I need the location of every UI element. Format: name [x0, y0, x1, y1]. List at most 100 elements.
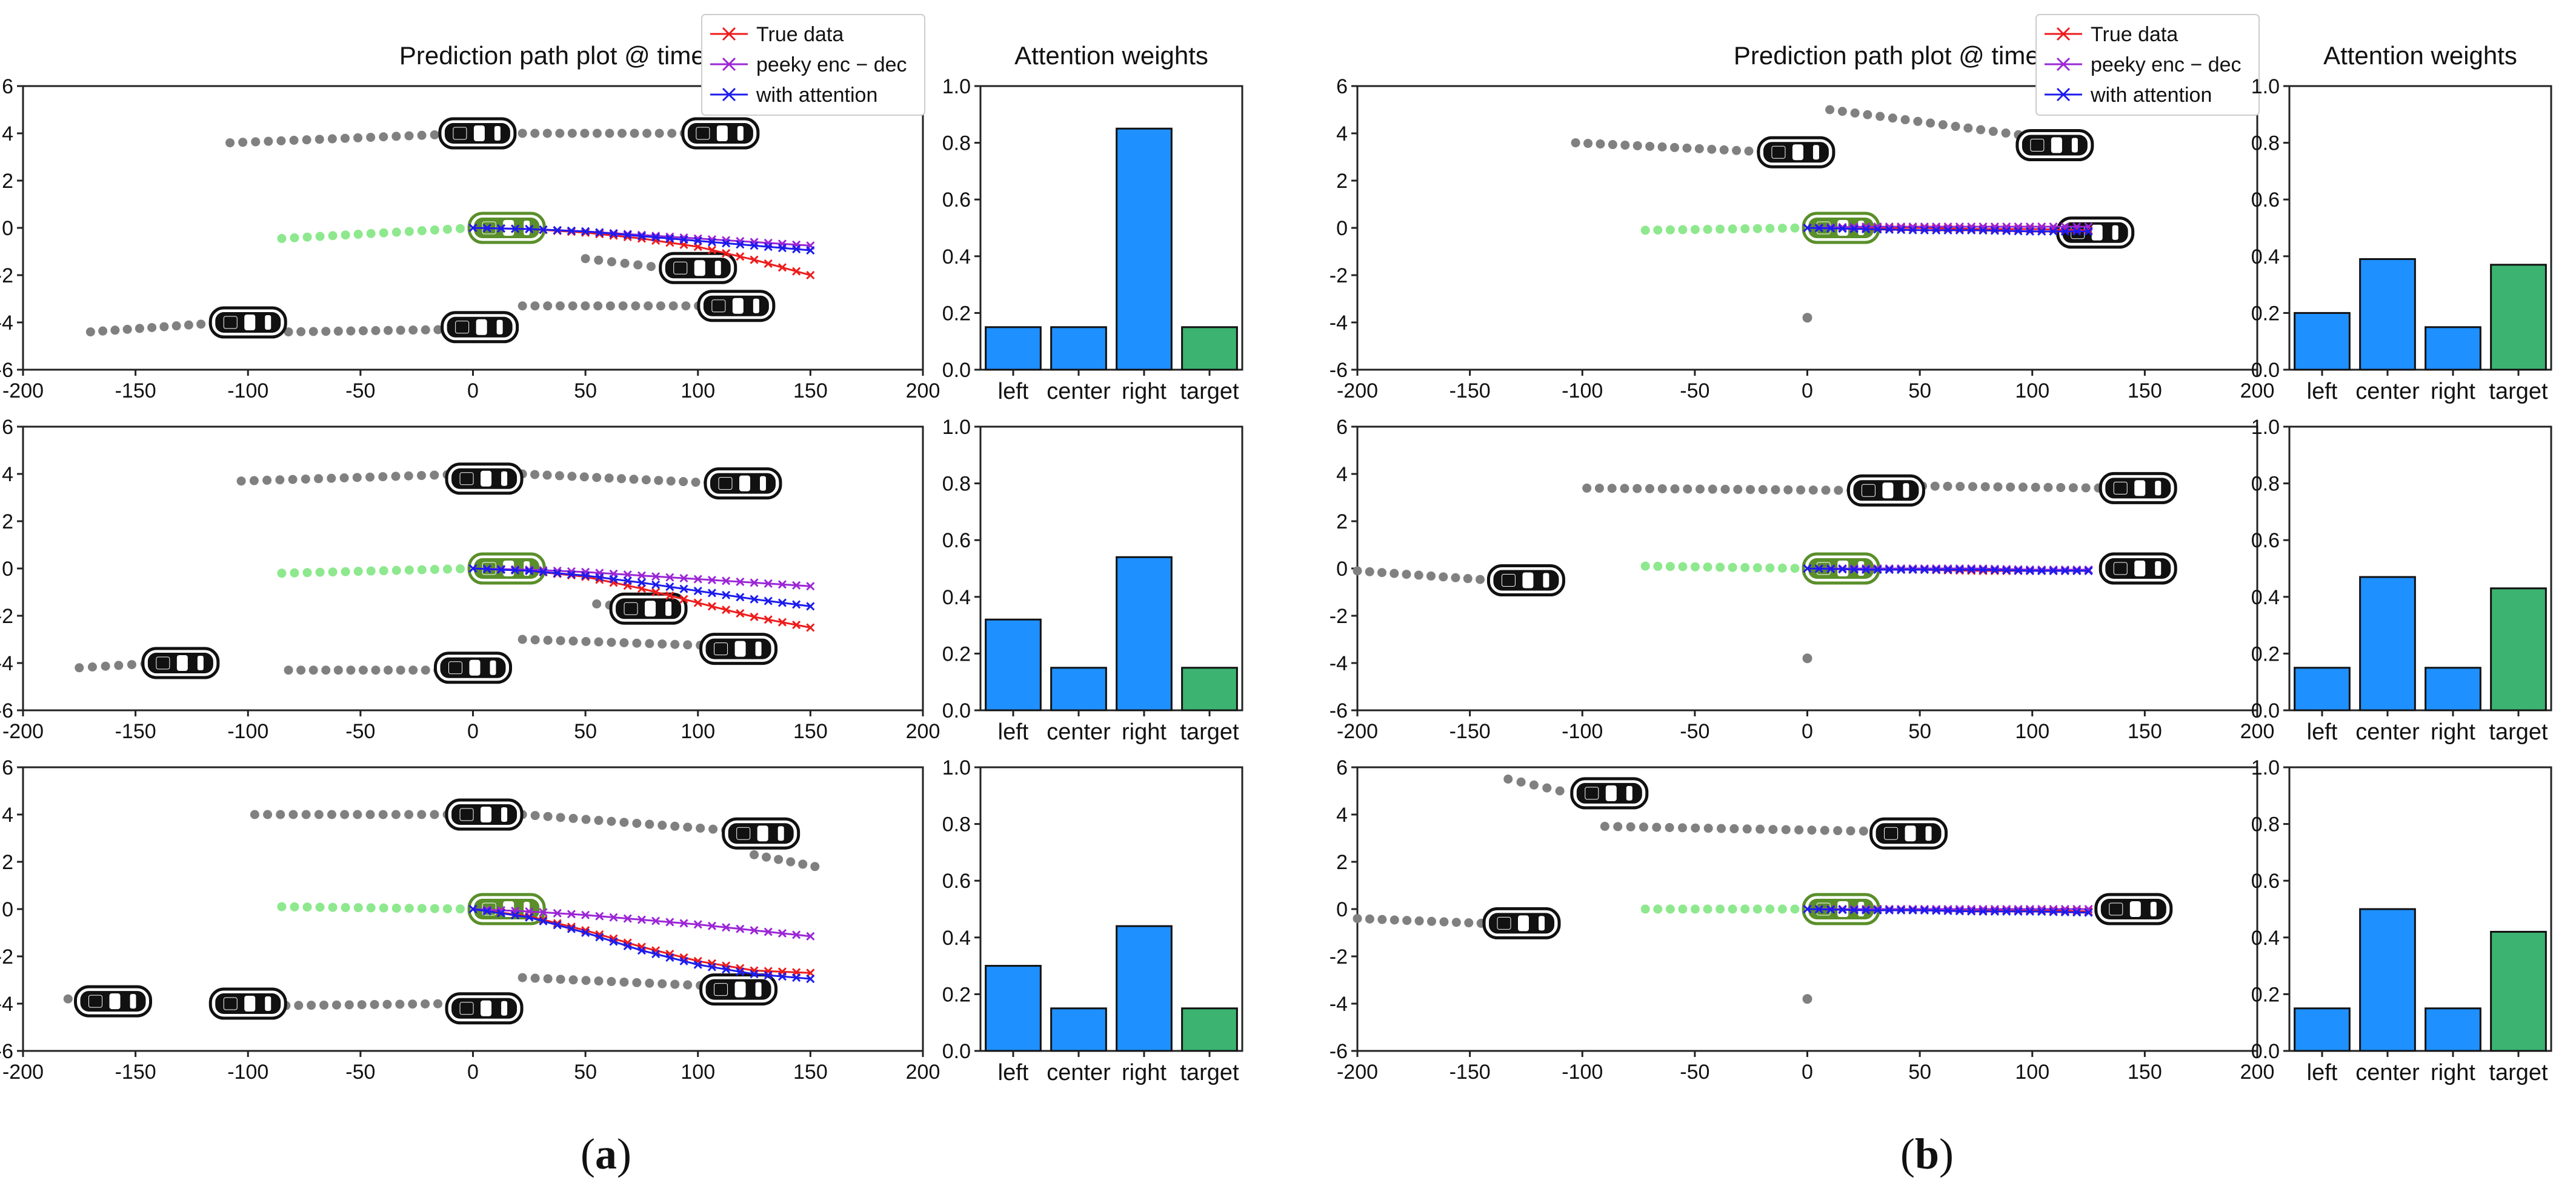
ego-history-point — [302, 902, 312, 912]
neighbor-car-icon-windshield — [732, 298, 744, 314]
y-tick-label: 0.8 — [2251, 132, 2280, 155]
series-attention-marker — [1967, 225, 1976, 235]
bar-category-label: left — [2307, 1060, 2338, 1085]
neighbor-track-point — [114, 661, 124, 670]
neighbor-track-point — [2081, 483, 2091, 493]
series-true-data-marker — [806, 623, 815, 632]
series-peeky-marker — [567, 910, 576, 919]
series-true-data-marker — [764, 615, 773, 624]
series-true-data-marker — [722, 605, 731, 615]
neighbor-track-point — [1365, 567, 1374, 576]
neighbor-track-point — [556, 813, 565, 822]
attention-bar-left — [985, 326, 1042, 371]
series-attention-marker — [482, 564, 491, 574]
neighbor-car-icon-windshield — [481, 1000, 492, 1016]
neighbor-track-point — [1733, 485, 1743, 495]
neighbor-car-icon-rear-window — [265, 315, 271, 330]
y-tick-label: 0.2 — [2251, 302, 2280, 325]
neighbor-car-icon-hood — [459, 1002, 474, 1015]
series-attention-marker — [1979, 907, 1988, 916]
neighbor-car-icon-windshield — [481, 470, 492, 487]
series-attention-marker — [2084, 227, 2093, 236]
series-attention-marker — [1943, 906, 1952, 915]
neighbor-track-point — [1863, 110, 1872, 119]
y-tick-label: 0.8 — [942, 813, 971, 836]
y-tick-label: -4 — [1330, 993, 1348, 1016]
neighbor-track-point — [1555, 786, 1565, 796]
ego-history-point — [1716, 224, 1725, 234]
ego-history-point — [1790, 564, 1800, 573]
series-attention-marker — [777, 972, 787, 981]
ego-history-point — [277, 902, 287, 912]
series-peeky-marker — [1838, 222, 1847, 232]
ego-history-point — [1740, 904, 1750, 914]
ego-history-point — [430, 904, 439, 913]
neighbor-track-point — [681, 301, 691, 311]
legend-label: with attention — [2090, 84, 2212, 107]
neighbor-track-point — [1607, 484, 1617, 493]
neighbor-car-icon — [445, 798, 524, 831]
neighbor-car-icon-rear-window — [501, 807, 508, 822]
neighbor-track-point — [276, 136, 286, 145]
neighbor-track-point — [605, 301, 615, 311]
neighbor-track-point — [289, 135, 299, 145]
y-tick-label: 6 — [1336, 756, 1348, 779]
x-tick-label: 150 — [2128, 1061, 2162, 1084]
y-tick-label: 2 — [1336, 851, 1348, 874]
neighbor-track-point — [1846, 826, 1855, 836]
neighbor-track-point — [327, 134, 337, 144]
series-attention-marker — [806, 602, 815, 611]
attention-plot-b-row-1: 0.0 0.2 0.4 0.6 0.8 1.0 Attention weights left c… — [2251, 41, 2552, 404]
y-tick-label: -6 — [1330, 359, 1348, 382]
subplot-layer: -200-150-100-500501001502006420-2-4-6Pre… — [0, 14, 2552, 1085]
neighbor-track-point — [284, 665, 293, 675]
neighbor-track-point — [353, 133, 363, 142]
neighbor-car-icon — [1846, 474, 1925, 507]
neighbor-track-point — [592, 128, 602, 138]
neighbor-car-icon-windshield — [2129, 901, 2141, 917]
ego-history-point — [302, 232, 312, 242]
ego-history-point — [442, 224, 452, 234]
neighbor-car-icon-hood — [714, 642, 728, 656]
x-tick-label: 50 — [574, 1061, 597, 1084]
neighbor-track-point — [605, 128, 614, 138]
neighbor-track-point — [1402, 916, 1412, 925]
neighbor-track-point — [2043, 482, 2053, 492]
attention-bar-center — [2359, 908, 2416, 1052]
series-true-data-marker — [553, 919, 562, 928]
neighbor-car-icon-rear-window — [496, 319, 503, 335]
neighbor-track-point — [617, 474, 627, 484]
legend-marker — [2056, 87, 2071, 102]
series-attention-marker — [2025, 907, 2034, 916]
neighbor-track-point — [567, 128, 577, 138]
neighbor-car-icon — [434, 652, 512, 684]
neighbor-car-icon — [1757, 136, 1835, 168]
y-tick-label: 0.4 — [2251, 586, 2280, 609]
neighbor-track-point — [384, 325, 393, 335]
series-attention-marker — [1920, 565, 1929, 575]
bar-category-label: left — [998, 1060, 1029, 1085]
series-attention-marker — [1908, 225, 1917, 235]
y-tick-label: 6 — [1336, 75, 1348, 98]
series-attention-marker — [1885, 905, 1894, 915]
series-attention-marker — [2072, 908, 2082, 917]
ego-history-point — [366, 228, 376, 238]
series-attention-marker — [1803, 223, 1812, 233]
neighbor-car-icon — [697, 290, 776, 322]
neighbor-track-point — [656, 301, 665, 311]
neighbor-car-icon-hood — [1884, 827, 1899, 840]
neighbor-track-point — [1888, 113, 1897, 123]
neighbor-car-icon-windshield — [734, 641, 746, 657]
legend-label: True data — [2091, 23, 2178, 46]
neighbor-car-icon-rear-window — [755, 641, 762, 656]
neighbor-track-point — [1414, 916, 1424, 925]
legend-marker — [722, 87, 736, 102]
series-peeky-marker — [1932, 222, 1941, 232]
neighbor-car-icon-hood — [459, 808, 474, 821]
neighbor-track-point — [1783, 485, 1793, 495]
neighbor-track-point — [1926, 118, 1935, 128]
ego-history-point — [1640, 904, 1650, 914]
neighbor-track-point — [644, 301, 653, 311]
neighbor-track-point — [184, 320, 193, 330]
x-tick-label: -150 — [115, 379, 156, 402]
